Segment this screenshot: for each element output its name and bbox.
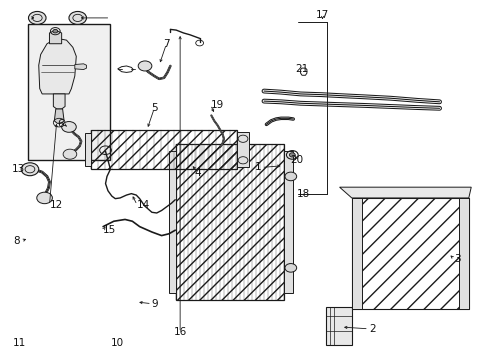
Text: 5: 5: [151, 103, 157, 113]
Polygon shape: [339, 187, 470, 198]
Text: 8: 8: [13, 236, 20, 246]
Polygon shape: [351, 198, 361, 309]
Circle shape: [28, 12, 46, 24]
Text: 4: 4: [194, 168, 201, 178]
Text: 6: 6: [58, 120, 64, 129]
Polygon shape: [39, 39, 76, 94]
Polygon shape: [326, 307, 351, 345]
Text: 15: 15: [103, 225, 116, 235]
Text: 11: 11: [13, 338, 26, 348]
Circle shape: [289, 153, 295, 157]
Circle shape: [69, 12, 86, 24]
Polygon shape: [237, 132, 249, 167]
Circle shape: [285, 264, 296, 272]
Text: 16: 16: [173, 327, 186, 337]
Polygon shape: [283, 151, 293, 293]
Polygon shape: [85, 134, 91, 166]
Polygon shape: [168, 151, 176, 293]
Circle shape: [37, 192, 52, 204]
Text: 18: 18: [296, 189, 309, 199]
Polygon shape: [54, 109, 64, 123]
Circle shape: [285, 172, 296, 181]
Text: 2: 2: [368, 324, 375, 334]
Text: 7: 7: [163, 39, 169, 49]
Circle shape: [21, 163, 39, 176]
Circle shape: [53, 30, 58, 33]
Text: 1: 1: [254, 162, 261, 172]
Circle shape: [63, 149, 77, 159]
Text: 20: 20: [290, 155, 303, 165]
Text: 10: 10: [110, 338, 123, 348]
Text: 21: 21: [295, 64, 308, 74]
Text: 19: 19: [210, 100, 223, 110]
Text: 9: 9: [152, 299, 158, 309]
Circle shape: [138, 61, 152, 71]
Polygon shape: [75, 64, 86, 69]
Text: 3: 3: [453, 254, 460, 264]
Polygon shape: [27, 24, 110, 160]
Circle shape: [61, 122, 76, 132]
Polygon shape: [53, 94, 65, 109]
Text: 13: 13: [11, 164, 24, 174]
Text: 17: 17: [315, 10, 328, 20]
Text: 14: 14: [137, 200, 150, 210]
Polygon shape: [458, 198, 468, 309]
Polygon shape: [49, 30, 61, 44]
Text: 12: 12: [49, 200, 62, 210]
